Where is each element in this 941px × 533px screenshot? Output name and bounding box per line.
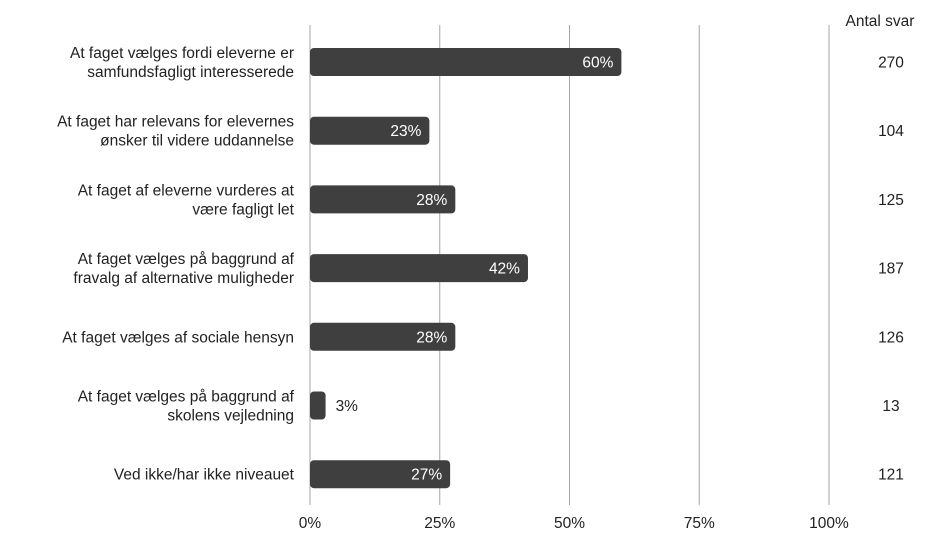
x-tick-label: 0%	[299, 515, 322, 532]
category-label-line: fravalg af alternative muligheder	[73, 270, 294, 287]
bar-value-label: 42%	[489, 261, 520, 278]
bar-value-label: 28%	[416, 192, 447, 209]
counts-header: Antal svar	[846, 13, 915, 30]
category-label-line: skolens vejledning	[167, 408, 294, 425]
x-axis-tick-labels: 0% 25% 50% 75% 100%	[299, 515, 849, 532]
bar	[310, 116, 430, 145]
bar	[310, 322, 456, 351]
answer-count: 270	[878, 55, 904, 72]
bar-value-label: 23%	[390, 123, 421, 140]
category-label-line: At faget vælges på baggrund af	[78, 251, 295, 268]
x-tick-label: 100%	[809, 515, 849, 532]
category-label: At faget af eleverne vurderes at være fag…	[78, 182, 295, 218]
category-label: At faget har relevans for elevernes ønske…	[57, 114, 294, 150]
x-tick-label: 25%	[424, 515, 455, 532]
bar	[310, 254, 528, 283]
category-label-line: At faget af eleverne vurderes at	[78, 182, 295, 199]
bars: 60% 23% 28% 42% 28% 3% 27%	[310, 48, 622, 489]
category-label: At faget vælges fordi eleverne er samfund…	[70, 45, 294, 81]
category-label: At faget vælges af sociale hensyn	[62, 329, 294, 346]
grid-lines	[309, 25, 830, 505]
category-label-line: være fagligt let	[192, 201, 294, 218]
category-label-line: At faget vælges på baggrund af	[78, 389, 295, 406]
bar	[310, 460, 451, 489]
x-tick-label: 50%	[554, 515, 585, 532]
category-label: Ved ikke/har ikke niveauet	[114, 467, 295, 484]
category-label-line: samfundsfagligt interesserede	[87, 64, 294, 81]
category-label: At faget vælges på baggrund af fravalg af…	[73, 251, 294, 287]
bar	[310, 185, 456, 214]
x-tick-label: 75%	[684, 515, 715, 532]
category-label-line: Ved ikke/har ikke niveauet	[114, 467, 295, 484]
answer-count: 104	[878, 123, 904, 140]
category-label: At faget vælges på baggrund af skolens ve…	[78, 389, 295, 425]
bar-value-label: 28%	[416, 329, 447, 346]
bar-value-label: 27%	[411, 467, 442, 484]
category-label-line: At faget vælges fordi eleverne er	[70, 45, 294, 62]
bar-value-label: 60%	[582, 55, 613, 72]
bar	[310, 48, 622, 76]
category-label-line: ønsker til videre uddannelse	[100, 133, 294, 150]
answer-count: 187	[878, 261, 904, 278]
category-label-line: At faget vælges af sociale hensyn	[62, 329, 294, 346]
category-labels: At faget vælges fordi eleverne er samfund…	[57, 45, 295, 484]
answer-counts: Antal svar 270 104 125 187 126 13 121	[846, 13, 915, 484]
bar-value-label: 3%	[336, 398, 359, 415]
answer-count: 125	[878, 192, 904, 209]
answer-count: 126	[878, 329, 904, 346]
bar	[310, 391, 326, 420]
answer-count: 13	[882, 398, 899, 415]
answer-count: 121	[878, 467, 904, 484]
category-label-line: At faget har relevans for elevernes	[57, 114, 294, 131]
